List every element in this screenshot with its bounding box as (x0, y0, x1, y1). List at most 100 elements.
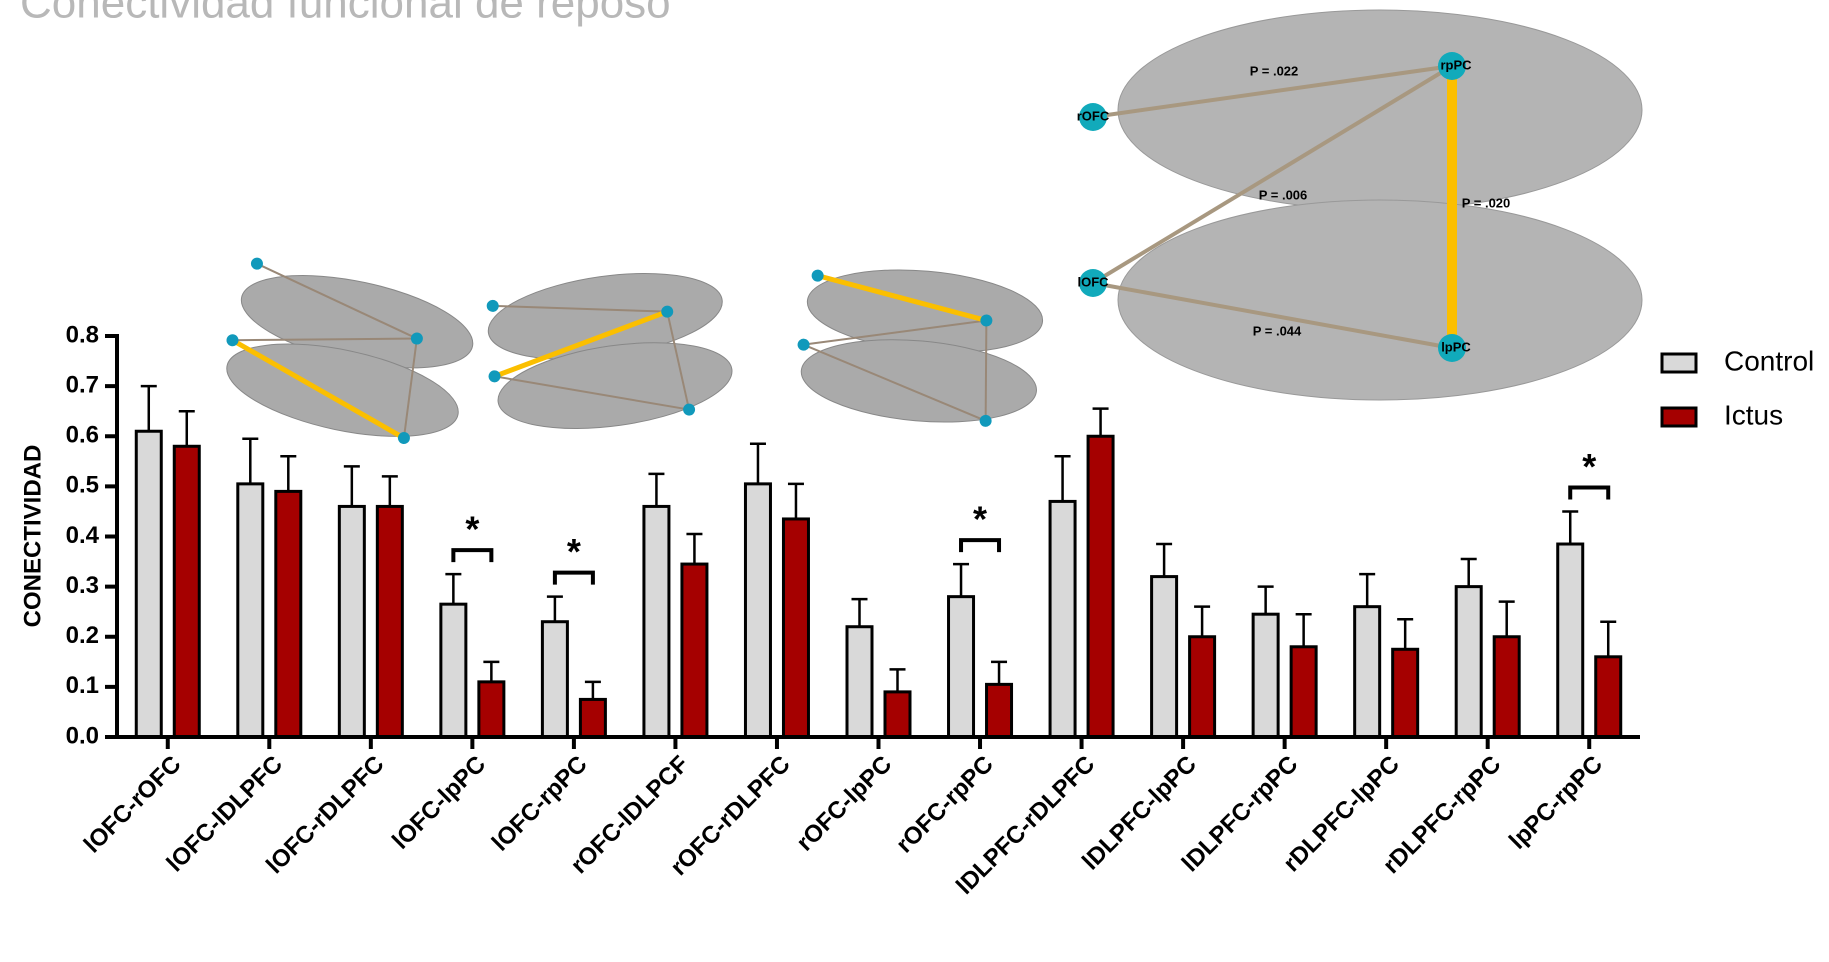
error-bar (1258, 587, 1274, 615)
bar (1050, 501, 1075, 737)
bar (1253, 614, 1278, 737)
bar (339, 506, 364, 737)
y-tick-label: 0.6 (66, 422, 99, 449)
y-tick-label: 0.4 (66, 522, 100, 549)
p-value: P = .044 (1253, 323, 1302, 338)
x-tick-label: lpPC-rpPC (1504, 751, 1608, 855)
p-value: P = .006 (1259, 187, 1308, 202)
error-bar (1562, 511, 1578, 544)
bar (1596, 657, 1621, 737)
error-bar (1461, 559, 1477, 587)
x-tick-label: lOFC-rpPC (487, 751, 593, 857)
node-label: rpPC (1440, 57, 1472, 72)
error-bar (852, 599, 868, 627)
bar (174, 446, 199, 737)
error-bar (1359, 574, 1375, 607)
node-label: rOFC (1077, 108, 1110, 123)
brain-thumb (792, 260, 1046, 431)
significance-star: * (1582, 446, 1596, 487)
bar (377, 506, 402, 737)
bar (276, 491, 301, 737)
error-bar (483, 662, 499, 682)
error-bar (1093, 409, 1109, 437)
y-tick-label: 0.8 (66, 321, 99, 348)
legend-label: Control (1724, 345, 1814, 376)
significance-bracket (961, 540, 999, 552)
bar (1190, 637, 1215, 737)
error-bar (890, 669, 906, 692)
error-bar (242, 439, 258, 484)
significance-star: * (973, 499, 987, 540)
error-bar (1397, 619, 1413, 649)
bar (1291, 647, 1316, 737)
error-bar (547, 597, 563, 622)
error-bar (991, 662, 1007, 685)
error-bar (585, 682, 601, 700)
bar (479, 682, 504, 737)
y-tick-label: 0.1 (66, 672, 99, 699)
bar (580, 699, 605, 737)
error-bar (788, 484, 804, 519)
node-label: lpPC (1441, 339, 1471, 354)
error-bar (686, 534, 702, 564)
error-bar (445, 574, 461, 604)
bar (682, 564, 707, 737)
error-bar (1499, 602, 1515, 637)
error-bar (1600, 622, 1616, 657)
bar (987, 684, 1012, 737)
x-tick-label: rOFC-lpPC (791, 751, 897, 857)
bar (745, 484, 770, 737)
bar (783, 519, 808, 737)
error-bar (280, 456, 296, 491)
bar (238, 484, 263, 737)
bar (441, 604, 466, 737)
significance-bracket (1570, 487, 1608, 499)
significance-star: * (567, 531, 581, 572)
error-bar (750, 444, 766, 484)
bar (1152, 577, 1177, 737)
brain-main: rOFC rpPC lOFC lpPC P = .022 P = .006 P … (1077, 10, 1642, 400)
error-bar (179, 411, 195, 446)
x-tick-label: lOFC-rOFC (79, 751, 187, 859)
bar (1456, 587, 1481, 737)
y-tick-label: 0.5 (66, 472, 99, 499)
significance-star: * (465, 509, 479, 550)
x-tick-label: rOFC-rpPC (891, 751, 999, 859)
x-tick-label: lOFC-lpPC (387, 751, 491, 855)
error-bar (1055, 456, 1071, 501)
error-bar (141, 386, 157, 431)
bar (1355, 607, 1380, 737)
error-bar (1296, 614, 1312, 647)
bar (1558, 544, 1583, 737)
error-bar (953, 564, 969, 597)
brain-thumb (477, 260, 738, 442)
error-bar (382, 476, 398, 506)
bar (644, 506, 669, 737)
p-value: P = .020 (1462, 195, 1511, 210)
y-tick-label: 0.3 (66, 572, 99, 599)
bar (542, 622, 567, 737)
significance-bracket (555, 573, 593, 585)
legend-swatch (1662, 408, 1696, 426)
error-bar (1156, 544, 1172, 577)
bar (885, 692, 910, 737)
brain-thumb (213, 255, 481, 454)
chart-title: Conectividad funcional de reposo (20, 0, 671, 28)
chart: Conectividad funcional de reposo (0, 0, 1829, 957)
error-bar (648, 474, 664, 507)
significance-bracket (453, 550, 491, 562)
bar (847, 627, 872, 737)
y-tick-label: 0.2 (66, 622, 99, 649)
bar (1088, 436, 1113, 737)
bar (949, 597, 974, 737)
p-value: P = .022 (1250, 63, 1299, 78)
legend-label: Ictus (1724, 399, 1783, 430)
node-label: lOFC (1077, 274, 1109, 289)
y-tick-label: 0.7 (66, 371, 99, 398)
bar (136, 431, 161, 737)
y-tick-label: 0.0 (66, 722, 99, 749)
bar (1494, 637, 1519, 737)
error-bar (344, 466, 360, 506)
bar (1393, 649, 1418, 737)
y-axis-label: CONECTIVIDAD (19, 445, 46, 628)
